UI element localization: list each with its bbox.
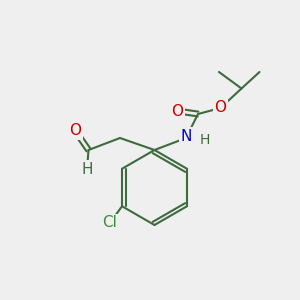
Text: O: O	[171, 103, 183, 118]
Text: O: O	[214, 100, 226, 116]
Text: H: H	[200, 133, 210, 146]
Text: O: O	[69, 123, 81, 138]
Text: N: N	[180, 129, 192, 144]
Text: Cl: Cl	[103, 215, 118, 230]
Text: H: H	[81, 162, 93, 177]
